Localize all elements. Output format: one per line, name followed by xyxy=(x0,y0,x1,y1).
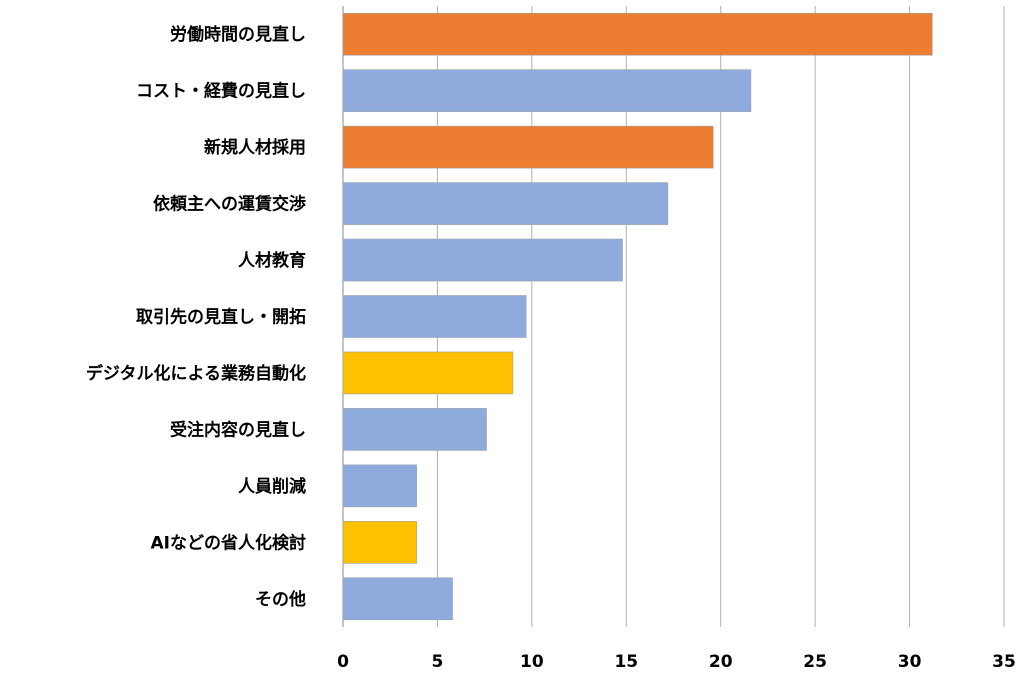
bar-6 xyxy=(342,351,514,395)
category-label: コスト・経費の見直し xyxy=(136,81,306,102)
category-label: 人材教育 xyxy=(238,250,306,271)
x-tick-labels: 0 5 10 15 20 25 30 35 xyxy=(337,652,1016,672)
bar-4 xyxy=(342,238,623,282)
bar-0 xyxy=(342,12,933,56)
bar-8 xyxy=(342,464,417,508)
bars xyxy=(342,12,933,621)
bar-5 xyxy=(342,295,527,338)
category-label: デジタル化による業務自動化 xyxy=(86,363,306,384)
bar-2 xyxy=(342,125,714,169)
category-labels: 労働時間の見直しコスト・経費の見直し新規人材採用依頼主への運賃交渉人材教育取引先… xyxy=(86,24,306,610)
bar-7 xyxy=(342,408,487,451)
x-tick-label: 15 xyxy=(614,652,638,672)
category-label: 人員削減 xyxy=(238,476,306,497)
x-tick-label: 5 xyxy=(432,652,444,672)
category-label: その他 xyxy=(255,589,306,610)
x-tick-label: 25 xyxy=(803,652,827,672)
category-label: 依頼主への運賃交渉 xyxy=(153,194,306,215)
x-tick-label: 30 xyxy=(898,652,922,672)
bar-9 xyxy=(342,521,417,564)
x-tick-label: 20 xyxy=(709,652,733,672)
category-label: 労働時間の見直し xyxy=(170,24,306,45)
category-label: 取引先の見直し・開拓 xyxy=(136,307,306,328)
category-label: 受注内容の見直し xyxy=(170,419,306,440)
category-label: 新規人材採用 xyxy=(204,137,306,158)
bar-10 xyxy=(342,577,453,621)
x-tick-label: 10 xyxy=(520,652,544,672)
category-label: AIなどの省人化検討 xyxy=(151,532,306,553)
bar-1 xyxy=(342,69,752,112)
x-tick-label: 0 xyxy=(337,652,349,672)
x-tick-label: 35 xyxy=(992,652,1016,672)
bar-3 xyxy=(342,182,669,225)
